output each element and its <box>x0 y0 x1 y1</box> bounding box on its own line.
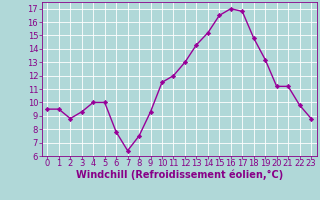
X-axis label: Windchill (Refroidissement éolien,°C): Windchill (Refroidissement éolien,°C) <box>76 170 283 180</box>
